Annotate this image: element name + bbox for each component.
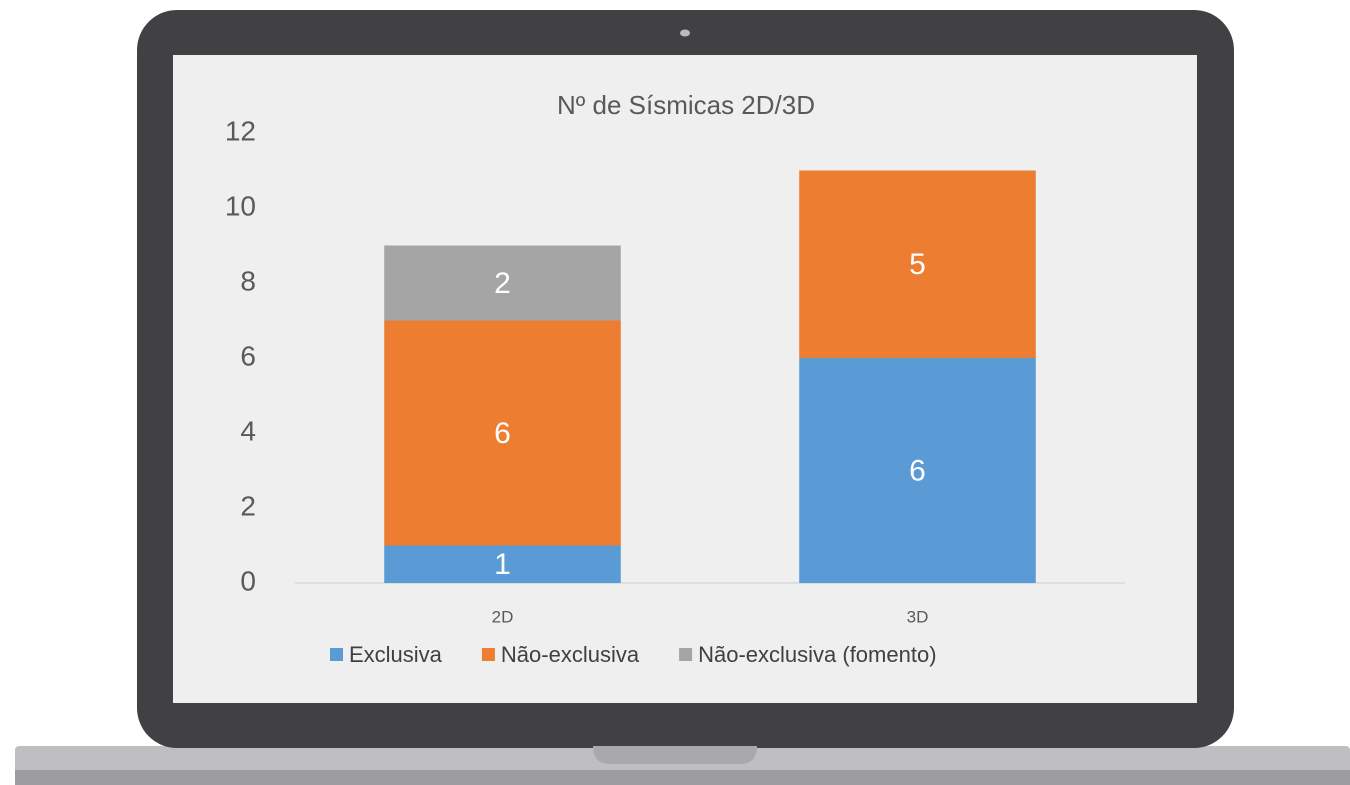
y-tick-label: 8 [240, 265, 256, 296]
laptop-notch [593, 746, 757, 764]
x-tick-label: 3D [907, 607, 929, 626]
legend-label: Exclusiva [349, 642, 443, 667]
y-tick-label: 4 [240, 415, 256, 446]
y-tick-label: 10 [225, 190, 256, 221]
data-label: 6 [494, 417, 511, 450]
data-label: 2 [494, 267, 511, 300]
x-tick-label: 2D [492, 607, 514, 626]
legend-swatch [679, 648, 692, 661]
data-label: 1 [494, 548, 511, 581]
chart: Nº de Sísmicas 2D/3D 0 2 4 6 8 10 12 1 6 2 2D 6 5 3D E… [0, 0, 1350, 785]
laptop-base-edge [15, 770, 1350, 785]
y-tick-label: 6 [240, 340, 256, 371]
chart-title: Nº de Sísmicas 2D/3D [557, 90, 815, 120]
camera [680, 30, 690, 37]
screen [173, 55, 1197, 703]
legend-swatch [482, 648, 495, 661]
page: Nº de Sísmicas 2D/3D 0 2 4 6 8 10 12 1 6 2 2D 6 5 3D E… [0, 0, 1350, 785]
y-tick-label: 2 [240, 490, 256, 521]
y-tick-label: 0 [240, 565, 256, 596]
data-label: 6 [909, 454, 926, 487]
legend-label: Não-exclusiva (fomento) [698, 642, 936, 667]
y-tick-label: 12 [225, 115, 256, 146]
data-label: 5 [909, 248, 926, 281]
legend-label: Não-exclusiva [501, 642, 640, 667]
legend-swatch [330, 648, 343, 661]
